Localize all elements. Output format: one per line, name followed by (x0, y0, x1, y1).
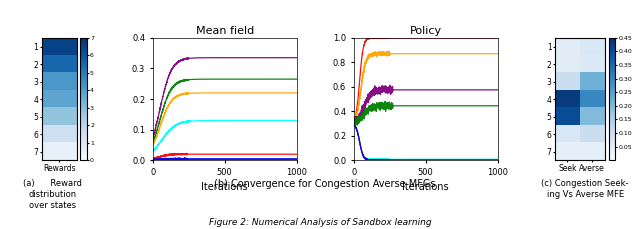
Text: (b) Convergence for Congestion Averse MFGs: (b) Convergence for Congestion Averse MF… (214, 179, 436, 189)
Text: Figure 2: Numerical Analysis of Sandbox learning: Figure 2: Numerical Analysis of Sandbox … (209, 218, 431, 227)
Title: Mean field: Mean field (196, 26, 254, 36)
Title: Policy: Policy (410, 26, 442, 36)
Text: (c) Congestion Seek-
ing Vs Averse MFE: (c) Congestion Seek- ing Vs Averse MFE (541, 179, 629, 199)
X-axis label: Iterations: Iterations (403, 183, 449, 193)
Text: (a)      Reward
distribution
over states: (a) Reward distribution over states (23, 179, 82, 210)
X-axis label: Iterations: Iterations (202, 183, 248, 193)
